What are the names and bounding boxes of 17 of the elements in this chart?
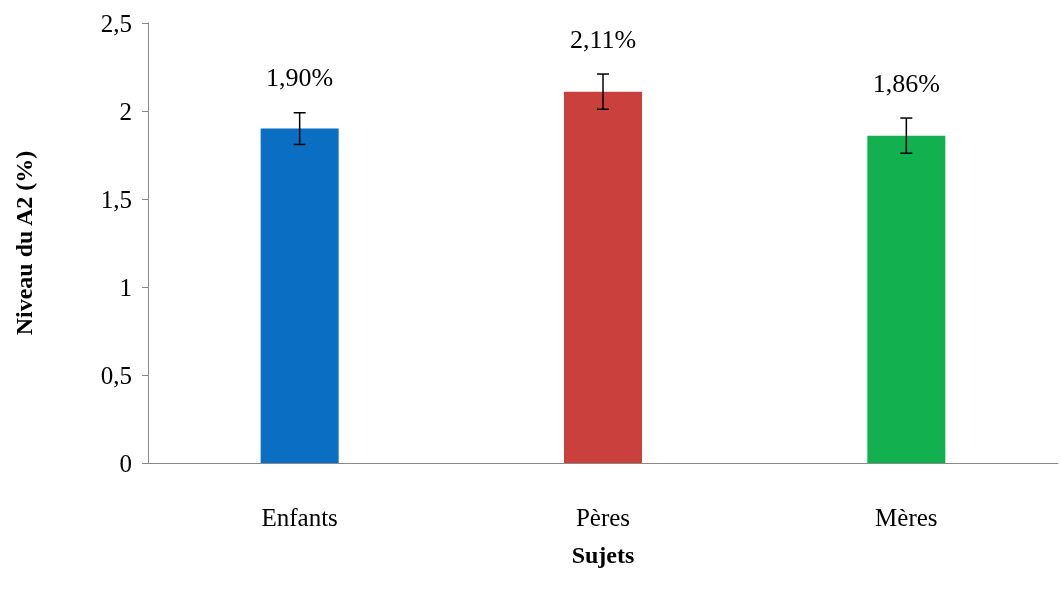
- data-label: 1,90%: [266, 63, 334, 93]
- bar: [867, 135, 946, 463]
- data-label: 2,11%: [569, 24, 637, 54]
- x-axis-title: Sujets: [571, 542, 635, 568]
- x-tick-label: Pères: [575, 504, 631, 531]
- y-tick-label: 1: [119, 273, 132, 301]
- y-tick-label: 1,5: [100, 185, 132, 213]
- y-tick-label: 0: [119, 449, 132, 477]
- y-tick-label: 2,5: [100, 9, 132, 37]
- bar: [564, 91, 642, 463]
- bar: [260, 128, 339, 463]
- y-tick-label: 2: [119, 97, 132, 125]
- y-axis-title: Niveau du A2 (%): [11, 150, 37, 336]
- x-tick-label: Mères: [875, 504, 938, 531]
- x-tick-label: Enfants: [261, 504, 338, 531]
- y-tick-label: 0,5: [100, 361, 132, 389]
- data-label: 1,86%: [872, 68, 940, 98]
